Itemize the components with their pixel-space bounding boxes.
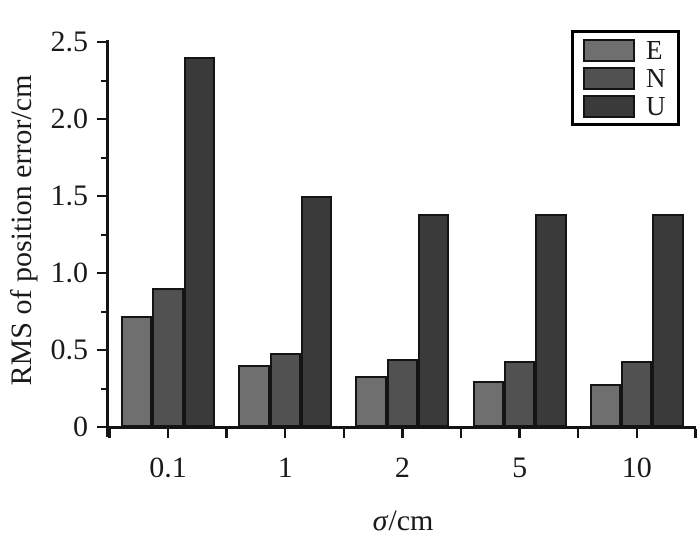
y-minor-tick xyxy=(101,387,108,390)
x-tick xyxy=(401,429,404,438)
x-tick xyxy=(635,429,639,438)
bar-N-2 xyxy=(386,359,419,427)
y-major-tick xyxy=(97,40,108,44)
legend-label: E xyxy=(646,34,663,65)
bar-E-2 xyxy=(355,376,387,427)
legend-swatch-U xyxy=(583,94,635,118)
y-major-tick xyxy=(97,425,108,429)
legend-item-U: U xyxy=(583,90,672,121)
x-tick-label: 1 xyxy=(277,451,293,484)
sigma-symbol: σ xyxy=(372,504,388,534)
bar-U-10 xyxy=(652,214,684,427)
y-major-tick xyxy=(97,194,108,198)
x-tick xyxy=(283,429,287,438)
x-tick xyxy=(518,429,521,438)
x-tick-label: 0.1 xyxy=(149,451,187,484)
x-axis-line xyxy=(106,425,696,429)
y-minor-tick xyxy=(101,156,108,159)
x-axis-unit: /cm xyxy=(388,504,434,534)
y-major-tick xyxy=(97,271,108,275)
legend-item-N: N xyxy=(583,62,672,93)
y-minor-tick xyxy=(101,79,108,82)
x-tick xyxy=(108,429,111,438)
legend-label: U xyxy=(646,90,666,121)
y-tick-label: 0 xyxy=(73,410,88,443)
bar-N-0.1 xyxy=(152,288,184,427)
bar-N-5 xyxy=(503,360,536,427)
y-tick-label: 1.0 xyxy=(50,256,89,289)
x-tick-label: 2 xyxy=(394,451,410,484)
y-axis-line xyxy=(106,40,109,437)
y-tick-label: 2.0 xyxy=(50,102,89,135)
y-tick-label: 1.5 xyxy=(50,179,89,212)
x-axis-title: σ/cm xyxy=(373,506,434,534)
legend-swatch-N xyxy=(583,66,635,90)
x-tick xyxy=(225,429,228,438)
x-tick-label: 10 xyxy=(621,451,652,484)
bar-E-1 xyxy=(238,365,270,427)
bar-N-10 xyxy=(621,360,653,427)
x-tick-label: 5 xyxy=(512,451,528,484)
y-tick-label: 0.5 xyxy=(50,333,89,366)
legend-item-E: E xyxy=(583,34,672,65)
bar-U-2 xyxy=(418,214,450,427)
bar-N-1 xyxy=(269,353,301,427)
x-tick xyxy=(459,429,463,438)
y-minor-tick xyxy=(101,310,108,313)
bar-E-0.1 xyxy=(121,316,153,427)
bar-E-5 xyxy=(472,380,504,427)
x-tick xyxy=(166,429,170,438)
y-major-tick xyxy=(97,117,108,121)
y-major-tick xyxy=(97,348,108,352)
x-tick xyxy=(576,429,580,438)
y-tick-label: 2.5 xyxy=(50,25,89,58)
bar-U-0.1 xyxy=(183,57,215,427)
bar-U-1 xyxy=(300,196,333,427)
x-tick xyxy=(342,429,346,438)
legend-swatch-E xyxy=(583,38,635,62)
y-minor-tick xyxy=(101,233,108,236)
x-tick xyxy=(694,429,697,438)
bar-U-5 xyxy=(535,214,567,427)
legend-label: N xyxy=(646,62,666,93)
bar-E-10 xyxy=(589,383,622,427)
